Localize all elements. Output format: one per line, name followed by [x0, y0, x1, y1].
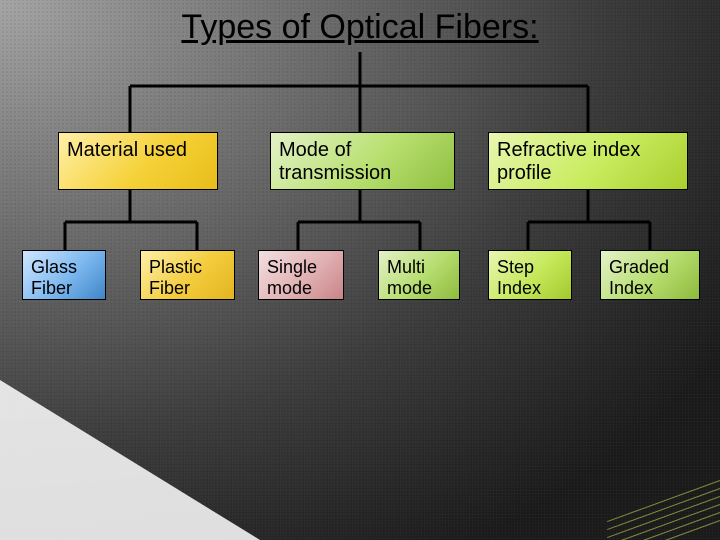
leaf-step-index: Step Index — [488, 250, 572, 300]
category-refractive: Refractive index profile — [488, 132, 688, 190]
leaf-glass-fiber: Glass Fiber — [22, 250, 106, 300]
category-mode: Mode of transmission — [270, 132, 455, 190]
leaf-multi-mode: Multi mode — [378, 250, 460, 300]
leaf-plastic-fiber: Plastic Fiber — [140, 250, 235, 300]
corner-wedge — [0, 380, 260, 540]
category-material: Material used — [58, 132, 218, 190]
slide-title: Types of Optical Fibers: — [0, 8, 720, 47]
leaf-graded-index: Graded Index — [600, 250, 700, 300]
leaf-single-mode: Single mode — [258, 250, 344, 300]
corner-hatch — [610, 474, 720, 534]
